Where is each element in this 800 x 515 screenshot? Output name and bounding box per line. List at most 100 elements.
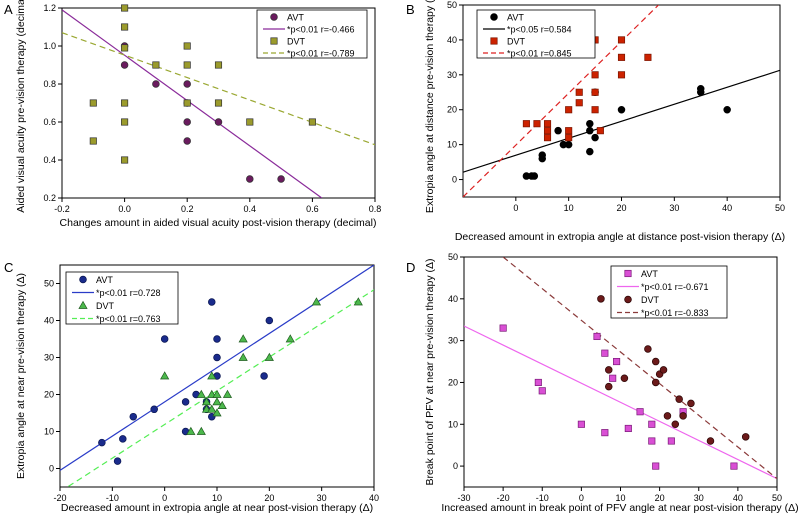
x-tick-label: 50 — [775, 203, 785, 213]
data-point — [214, 118, 223, 126]
x-tick-label: -20 — [497, 493, 510, 503]
data-point — [214, 99, 223, 107]
data-point — [238, 352, 248, 361]
chart-panel-c: -20 -10 0 10 20 30 40 0 10 20 30 40 50 AVT *p<0.01 r=0… — [4, 260, 379, 514]
data-point — [121, 44, 129, 52]
x-tick-label: 10 — [615, 493, 625, 503]
data-point — [651, 378, 660, 387]
data-point — [121, 23, 129, 31]
data-point — [152, 61, 160, 69]
data-point — [543, 127, 552, 135]
y-tick-label: 1.2 — [43, 3, 56, 13]
panel-label: D — [406, 260, 415, 275]
y-tick-label: 50 — [44, 279, 54, 289]
legend-fit-label-avt: *p<0.01 r=0.728 — [96, 288, 161, 298]
y-tick-label: 40 — [44, 316, 54, 326]
legend-marker-avt — [79, 275, 87, 284]
series-dvt — [597, 295, 750, 445]
data-point — [591, 133, 599, 142]
data-point — [265, 316, 274, 325]
y-tick-label: 20 — [447, 105, 457, 115]
x-tick-label: 0.0 — [118, 204, 131, 214]
data-point — [652, 462, 660, 470]
x-tick-label: 10 — [212, 493, 222, 503]
data-point — [285, 334, 295, 343]
data-point — [217, 400, 227, 409]
series-avt — [120, 42, 285, 183]
x-tick-label: 0 — [513, 203, 518, 213]
data-point — [311, 297, 322, 306]
data-point — [644, 345, 652, 353]
data-point — [113, 457, 122, 465]
y-axis-label: Extropia angle at near pre-vision therap… — [15, 273, 27, 479]
data-point — [565, 127, 573, 135]
fit-line-dvt — [66, 289, 374, 487]
y-tick-label: 10 — [44, 427, 54, 437]
y-tick-label: 20 — [44, 390, 54, 400]
y-tick-label: 30 — [44, 353, 54, 363]
x-tick-label: 0 — [162, 493, 167, 503]
data-point — [679, 412, 687, 420]
x-tick-label: 0.4 — [244, 204, 257, 214]
data-point — [186, 426, 196, 435]
data-point — [522, 120, 530, 128]
x-axis-label: Decreased amount in extropia angle at di… — [455, 231, 785, 243]
series-dvt — [160, 297, 363, 435]
data-point — [277, 175, 285, 183]
fit-line-dvt — [502, 257, 777, 480]
y-tick-label: 0 — [452, 175, 457, 185]
data-point — [605, 382, 613, 391]
legend-marker-dvt — [270, 37, 278, 45]
chart-panel-a: -0.2 0.0 0.2 0.4 0.6 0.8 0.2 0.4 0.6 0.8 1.0 1.2 AVT… — [4, 0, 381, 229]
fit-lines — [463, 5, 780, 197]
y-tick-label: 30 — [447, 70, 457, 80]
data-point — [565, 106, 573, 114]
x-tick-label: 0.2 — [181, 204, 194, 214]
fit-lines — [60, 265, 374, 487]
data-point — [575, 88, 583, 96]
legend: AVT *p<0.01 r=-0.671 DVT *p<0.01 r=-0.833 — [610, 265, 728, 319]
data-point — [207, 371, 217, 380]
y-tick-label: 40 — [447, 35, 457, 45]
data-point — [121, 4, 129, 12]
data-point — [601, 349, 609, 357]
series-avt — [98, 298, 274, 465]
data-point — [601, 429, 609, 437]
legend-fit-label-avt: *p<0.01 r=-0.671 — [641, 282, 709, 292]
data-point — [651, 357, 660, 366]
data-point — [207, 404, 217, 413]
data-point — [671, 420, 680, 429]
fit-line-avt — [62, 9, 323, 198]
x-tick-label: -30 — [457, 493, 470, 503]
data-point — [308, 118, 316, 126]
x-tick-label: 20 — [655, 493, 665, 503]
data-point — [530, 172, 539, 180]
fit-lines — [62, 9, 375, 198]
panel-label: C — [4, 260, 13, 275]
legend-label-avt: AVT — [507, 13, 524, 23]
data-point — [554, 126, 562, 135]
x-tick-label: -10 — [106, 493, 119, 503]
data-point — [152, 80, 160, 88]
legend-marker-avt — [270, 13, 278, 21]
data-point — [119, 435, 127, 443]
fit-line-avt — [464, 325, 777, 480]
data-point — [183, 137, 191, 145]
data-point — [613, 357, 621, 366]
legend-marker-avt — [624, 269, 632, 278]
data-point — [565, 134, 573, 142]
x-tick-label: 20 — [616, 203, 626, 213]
data-point — [543, 134, 552, 142]
data-point — [89, 99, 97, 107]
data-point — [741, 433, 750, 441]
data-point — [730, 462, 738, 470]
y-tick-label: 0 — [49, 464, 54, 474]
fit-line-dvt — [62, 32, 375, 146]
data-point — [591, 106, 599, 114]
series-dvt — [89, 4, 316, 164]
data-point — [596, 127, 604, 135]
legend-marker-avt — [490, 13, 498, 21]
data-point — [183, 118, 191, 126]
chart-panel-d: -30 -20 -10 0 10 20 30 40 50 0 10 20 30 40 50 AVT *p<0.0… — [406, 252, 799, 514]
data-point — [663, 412, 672, 420]
